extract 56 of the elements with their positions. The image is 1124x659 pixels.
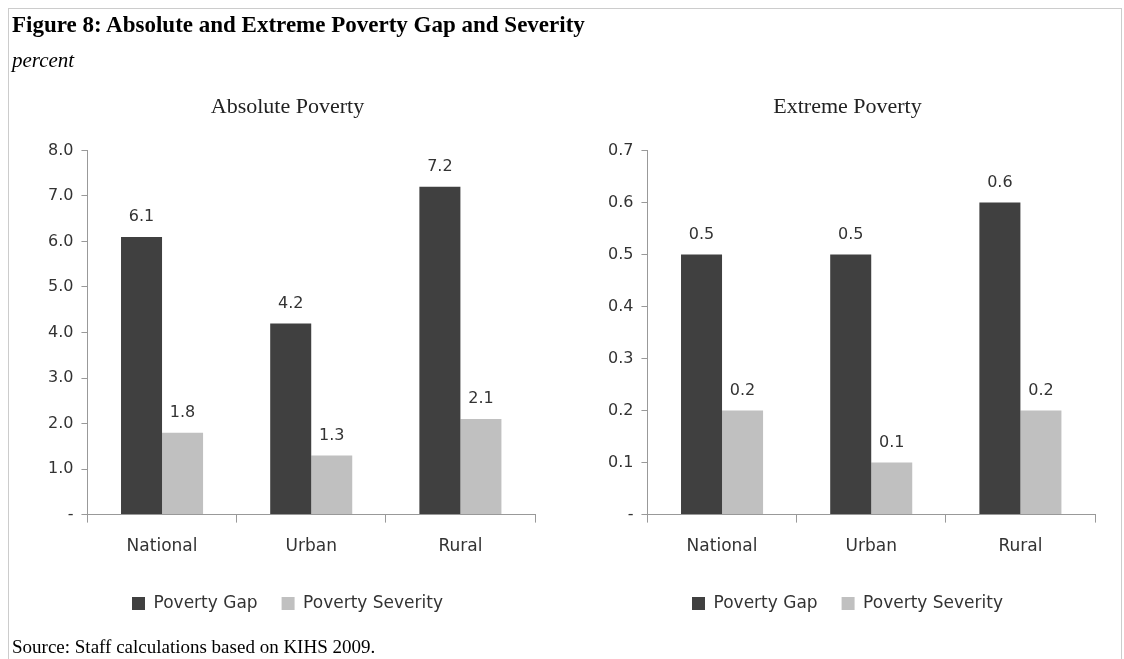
y-tick-label: 2.0	[47, 412, 74, 432]
x-tick-label: National	[686, 535, 758, 556]
bar	[419, 186, 461, 515]
y-tick-label: 0.3	[607, 347, 634, 367]
bar	[162, 432, 204, 515]
y-tick-label: 0.1	[607, 451, 634, 471]
legend-label: Poverty Severity	[303, 591, 443, 612]
y-tick-label: 1.0	[47, 458, 74, 478]
data-label: 0.5	[688, 223, 715, 243]
x-tick-label: Urban	[285, 535, 337, 556]
bar	[121, 236, 163, 515]
y-tick-label: 7.0	[47, 185, 74, 205]
y-tick-label: 0.7	[607, 139, 634, 159]
y-tick-label: -	[67, 503, 74, 523]
data-label: 1.8	[169, 401, 196, 421]
data-label: 6.1	[128, 206, 155, 226]
legend-label: Poverty Gap	[153, 591, 258, 612]
y-tick-label: -	[627, 503, 634, 523]
bar	[1020, 410, 1062, 515]
y-tick-label: 3.0	[47, 367, 74, 387]
bar	[722, 410, 764, 515]
text: percent	[12, 48, 76, 73]
data-label: 0.2	[729, 379, 756, 399]
y-tick-label: 0.2	[607, 399, 634, 419]
data-label: 1.3	[319, 424, 345, 444]
bar	[871, 462, 913, 515]
data-label: 2.1	[468, 388, 494, 408]
data-label: 0.1	[879, 431, 905, 451]
x-tick-label: Rural	[438, 535, 483, 556]
data-label: 7.2	[427, 155, 453, 175]
bar	[270, 323, 312, 515]
bar	[460, 419, 502, 515]
data-label: 4.2	[277, 292, 304, 312]
bar	[830, 254, 872, 515]
y-tick-label: 0.4	[607, 295, 634, 315]
y-tick-label: 8.0	[47, 139, 74, 159]
bar	[311, 455, 353, 515]
legend-label: Poverty Gap	[713, 591, 818, 612]
bar	[681, 254, 723, 515]
chart-title: Extreme Poverty	[773, 92, 922, 118]
data-label: 0.5	[837, 223, 864, 243]
chart-title: Absolute Poverty	[210, 92, 365, 118]
x-tick-label: National	[126, 535, 198, 556]
legend-label: Poverty Severity	[863, 591, 1003, 612]
y-tick-label: 5.0	[47, 276, 74, 296]
y-tick-label: 0.6	[607, 191, 634, 211]
source-note: Source: Staff calculations based on KIHS 2009.	[12, 636, 376, 658]
data-label: 0.6	[987, 171, 1013, 191]
x-tick-label: Urban	[845, 535, 897, 556]
caption: Figure 8: Absolute and Extreme Poverty Gap and Severity	[12, 12, 585, 38]
y-tick-label: 0.5	[607, 243, 634, 263]
y-tick-label: 4.0	[47, 321, 74, 341]
x-tick-label: Rural	[998, 535, 1043, 556]
bar	[979, 202, 1021, 515]
y-tick-label: 6.0	[47, 230, 74, 250]
data-label: 0.2	[1028, 379, 1054, 399]
